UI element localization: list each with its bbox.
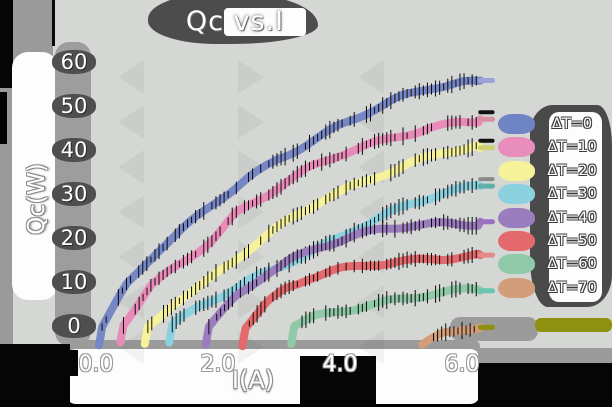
series-line-2 <box>140 141 485 348</box>
legend-label-0: ΔT=0 <box>551 116 593 132</box>
y-tick-30: 30 <box>52 182 96 206</box>
legend-swatch-1 <box>498 137 535 158</box>
chart-title: Qc vs.I <box>185 6 285 37</box>
y-tick-50: 50 <box>52 94 96 118</box>
left-black-strip <box>0 0 13 92</box>
x-label-white-patch <box>66 349 480 404</box>
y-tick-20: 20 <box>52 226 96 250</box>
grid-doodle-triangle <box>118 60 144 94</box>
legend-label-5: ΔT=50 <box>547 233 597 249</box>
legend-swatch-4 <box>498 207 535 228</box>
grid-doodle-triangle <box>358 60 384 94</box>
series-line-5 <box>238 249 485 351</box>
y-tick-40: 40 <box>52 138 96 162</box>
grid-doodle-triangle <box>118 240 144 274</box>
left-black-sliver <box>0 92 7 144</box>
legend-swatch-2 <box>498 160 535 181</box>
bottom-left-black-patch <box>0 344 70 407</box>
top-black-line <box>52 0 55 46</box>
legend-label-7: ΔT=70 <box>547 279 597 296</box>
grid-doodle-triangle <box>118 105 144 139</box>
legend-swatch-7 <box>498 277 535 298</box>
bottom-right-gray-strip <box>478 348 612 364</box>
stray-olive-bar <box>535 318 612 332</box>
legend-swatch-0 <box>498 114 535 134</box>
left-gray-column <box>0 88 13 348</box>
legend-white-patch <box>549 112 602 302</box>
series-line-7 <box>418 323 485 349</box>
legend-swatch-5 <box>498 231 535 251</box>
grid-doodle-triangle <box>358 330 384 364</box>
series-line-6 <box>287 284 485 348</box>
grid-doodle-triangle <box>238 105 264 139</box>
bottom-middle-black-patch <box>300 356 376 407</box>
x-tick-6.0: 6.0 <box>444 352 480 377</box>
grid-doodle-triangle <box>118 195 144 229</box>
grid-doodle-triangle <box>118 330 144 364</box>
title-white-patch <box>224 8 306 36</box>
legend-swatch-3 <box>498 184 535 205</box>
legend-swatch-6 <box>498 254 535 275</box>
grid-doodle-triangle <box>238 60 264 94</box>
grid-doodle-triangle <box>118 150 144 184</box>
legend-label-6: ΔT=60 <box>547 256 597 273</box>
series-line-0 <box>95 76 485 350</box>
legend-label-4: ΔT=40 <box>547 209 597 226</box>
series-line-1 <box>116 115 485 347</box>
x-tick-4.0: 4.0 <box>322 352 358 377</box>
y-label-white-patch <box>12 52 58 300</box>
x-tick-0.0: 0.0 <box>78 352 114 377</box>
y-tick-10: 10 <box>52 270 96 294</box>
grid-doodle-triangle <box>358 105 384 139</box>
x-tick-2.0: 2.0 <box>200 352 236 377</box>
x-axis-label: I(A) <box>231 366 275 394</box>
bottom-right-black-patch <box>478 363 612 407</box>
y-tick-60: 60 <box>52 50 96 74</box>
legend-label-3: ΔT=30 <box>547 186 597 203</box>
bottom-black-nub <box>62 350 78 376</box>
y-axis-label: Qc(W) <box>24 163 50 235</box>
legend-label-2: ΔT=20 <box>547 162 597 179</box>
legend-label-1: ΔT=10 <box>547 139 597 156</box>
y-tick-0: 0 <box>52 314 96 338</box>
